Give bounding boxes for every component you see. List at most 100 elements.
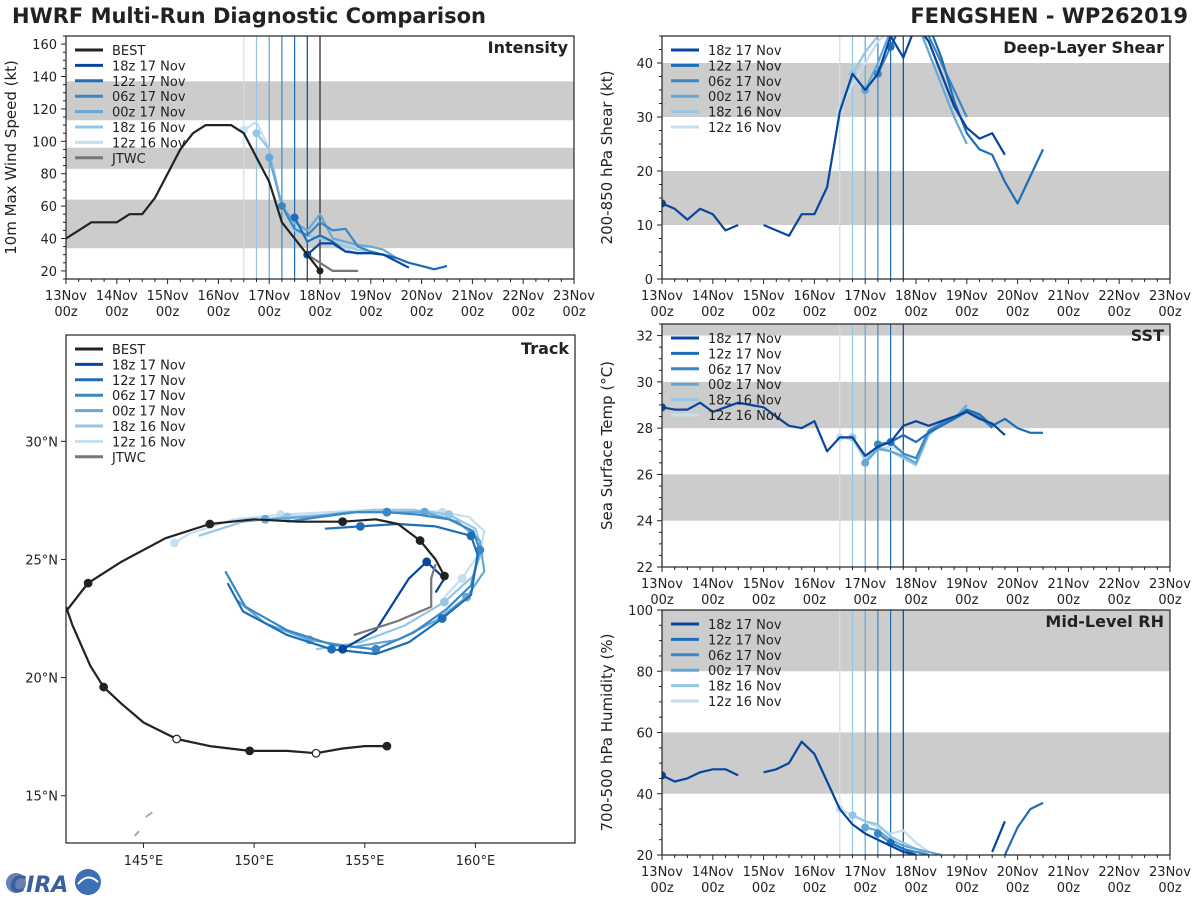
y-axis-label: Sea Surface Temp (°C) (598, 361, 616, 530)
legend-label: 12z 17 Nov (708, 347, 782, 362)
x-tick-sublabel: 00z (854, 881, 878, 896)
x-tick-label: 17Nov (844, 577, 886, 592)
y-tick-label: 40 (40, 233, 57, 248)
legend-label: 18z 16 Nov (708, 680, 782, 695)
series-line (838, 36, 886, 113)
x-tick-sublabel: 00z (955, 881, 979, 896)
island-outline (145, 811, 153, 818)
series-line (864, 36, 968, 145)
legend-label: 06z 17 Nov (708, 649, 782, 664)
x-tick-label: 23Nov (1149, 289, 1191, 304)
y-tick-label: 26 (636, 468, 653, 483)
legend-label: 06z 17 Nov (112, 389, 186, 404)
x-tick-sublabel: 00z (904, 881, 928, 896)
x-tick-sublabel: 00z (955, 305, 979, 320)
x-tick-label: 23Nov (1149, 865, 1191, 880)
forecast-track (198, 508, 484, 651)
x-tick-label: 21Nov (1047, 865, 1089, 880)
x-tick-label: 20Nov (997, 865, 1039, 880)
x-tick-sublabel: 00z (752, 593, 776, 608)
track-point (440, 597, 449, 607)
x-tick-sublabel: 00z (1057, 305, 1081, 320)
x-tick-sublabel: 00z (803, 881, 827, 896)
series-line (662, 202, 739, 232)
legend-label: 12z 16 Nov (708, 409, 782, 424)
lat-tick-label: 30°N (25, 435, 58, 450)
x-tick-label: 17Nov (248, 289, 290, 304)
x-tick-sublabel: 00z (1158, 881, 1182, 896)
x-tick-sublabel: 00z (359, 305, 383, 320)
legend-label: JTWC (111, 152, 146, 167)
track-point (382, 507, 392, 517)
track-point (355, 521, 365, 531)
init-point (861, 458, 870, 467)
panel-title: SST (1131, 326, 1164, 345)
best-track-point (205, 519, 215, 529)
x-tick-label: 20Nov (401, 289, 443, 304)
panel-rh: 2040608010013Nov00z14Nov00z15Nov00z16Nov… (598, 604, 1191, 896)
logo-swoosh (77, 876, 99, 885)
x-tick-label: 18Nov (895, 865, 937, 880)
x-tick-label: 16Nov (793, 577, 835, 592)
y-tick-label: 80 (636, 665, 653, 680)
y-tick-label: 0 (645, 273, 653, 288)
init-point (252, 129, 261, 138)
x-tick-label: 19Nov (946, 577, 988, 592)
x-tick-label: 18Nov (895, 577, 937, 592)
x-tick-label: 21Nov (451, 289, 493, 304)
best-track-point (440, 571, 449, 581)
panel-title: Track (521, 339, 569, 358)
lat-tick-label: 20°N (25, 672, 58, 687)
x-tick-label: 13Nov (641, 289, 683, 304)
best-track-point (83, 578, 93, 588)
x-tick-sublabel: 00z (955, 593, 979, 608)
x-tick-label: 19Nov (946, 289, 988, 304)
x-tick-sublabel: 00z (650, 881, 674, 896)
y-tick-label: 30 (636, 111, 653, 126)
init-point (848, 811, 857, 820)
best-track-point (415, 536, 425, 545)
legend-label: 12z 16 Nov (708, 695, 782, 710)
x-tick-label: 21Nov (1047, 577, 1089, 592)
threshold-band (662, 171, 1170, 225)
y-tick-label: 60 (40, 200, 57, 215)
page-title: HWRF Multi-Run Diagnostic Comparison (12, 4, 487, 28)
legend-label: 18z 17 Nov (708, 332, 782, 347)
legend-label: 12z 17 Nov (708, 59, 782, 74)
lon-tick-label: 150°E (234, 854, 274, 869)
x-tick-sublabel: 00z (1006, 593, 1030, 608)
y-tick-label: 40 (636, 57, 653, 72)
x-tick-sublabel: 00z (54, 305, 78, 320)
y-tick-label: 40 (636, 788, 653, 803)
legend-label: 18z 17 Nov (708, 618, 782, 633)
storm-title: FENGSHEN - WP262019 (910, 4, 1188, 28)
best-track-point (382, 741, 392, 751)
init-point (265, 153, 274, 162)
series-line (889, 36, 1044, 205)
x-tick-sublabel: 00z (650, 305, 674, 320)
y-tick-label: 22 (636, 561, 653, 576)
panel-title: Intensity (488, 38, 569, 57)
forecast-track (224, 511, 481, 651)
x-tick-sublabel: 00z (1108, 305, 1132, 320)
x-tick-label: 14Nov (692, 289, 734, 304)
x-tick-label: 22Nov (1098, 865, 1140, 880)
threshold-band (662, 324, 1170, 336)
x-tick-sublabel: 00z (1158, 305, 1182, 320)
init-point (277, 202, 286, 211)
x-tick-sublabel: 00z (105, 305, 129, 320)
track-point (170, 538, 179, 548)
panel-title: Deep-Layer Shear (1003, 38, 1164, 57)
y-axis-label: 200-850 hPa Shear (kt) (598, 71, 616, 245)
init-point (873, 829, 882, 838)
init-point (662, 199, 666, 208)
x-tick-label: 19Nov (946, 865, 988, 880)
legend-label: BEST (112, 343, 145, 358)
legend-label: 00z 17 Nov (708, 378, 782, 393)
x-tick-sublabel: 00z (854, 593, 878, 608)
x-tick-sublabel: 00z (562, 305, 586, 320)
legend-label: 18z 17 Nov (112, 358, 186, 373)
y-tick-label: 28 (636, 422, 653, 437)
x-tick-label: 22Nov (502, 289, 544, 304)
x-tick-label: 22Nov (1098, 577, 1140, 592)
